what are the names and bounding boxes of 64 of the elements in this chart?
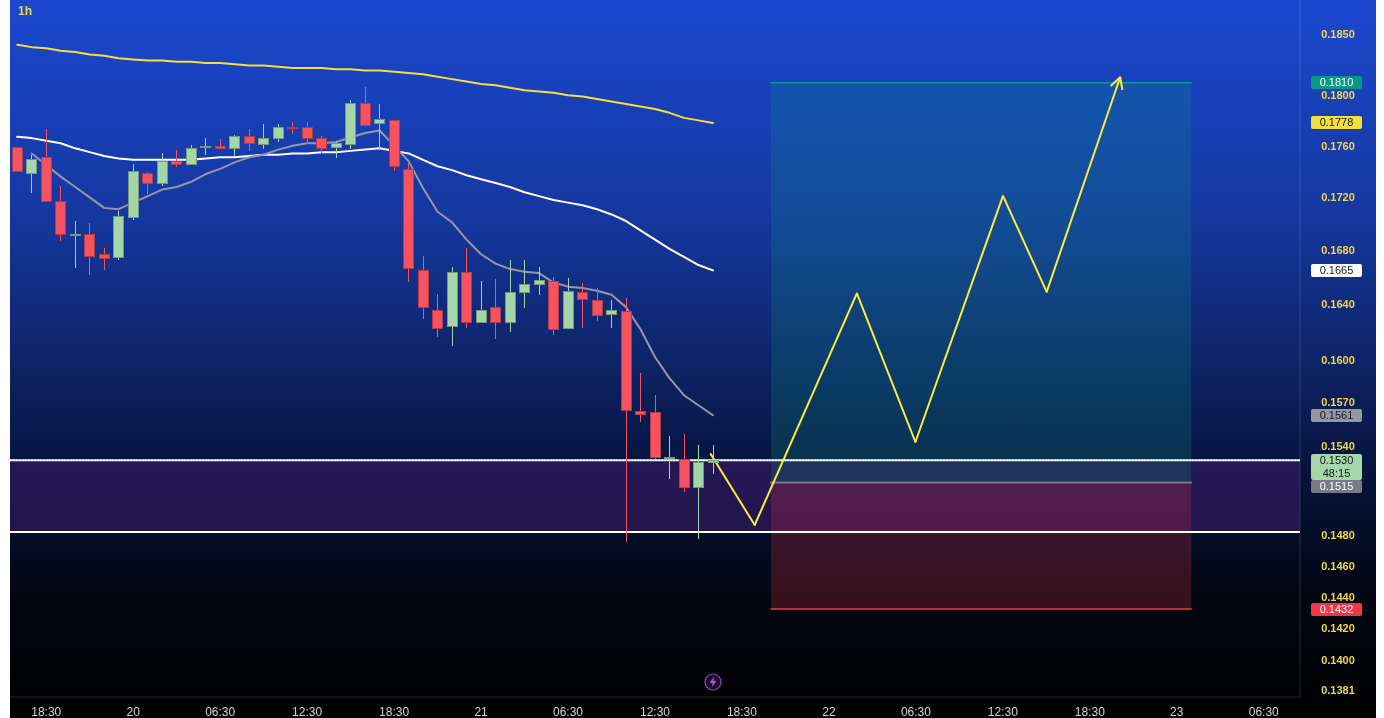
candlestick [592, 287, 603, 322]
text: 0.1515 [1311, 479, 1362, 493]
x-tick-label: 12:30 [987, 704, 1019, 718]
candlestick [374, 103, 385, 150]
text: 0.1432 [1311, 602, 1362, 616]
y-tick-label: 0.1640 [1321, 298, 1355, 311]
candlestick [635, 372, 646, 423]
text: 0.1810 [1311, 76, 1362, 90]
y-tick-label: 0.1570 [1321, 396, 1355, 409]
text: 0.1665 [1311, 263, 1362, 277]
candlestick [490, 278, 501, 340]
candlestick [476, 280, 487, 324]
candlestick [142, 171, 153, 195]
y-tick-label: 0.1800 [1321, 89, 1355, 102]
candlestick [244, 128, 255, 152]
candlestick [360, 86, 371, 128]
candlestick [26, 154, 37, 194]
x-tick-label: 22 [822, 704, 836, 718]
y-tick-label: 0.1680 [1321, 244, 1355, 257]
candlestick [157, 152, 168, 187]
candlestick [606, 299, 617, 329]
x-tick-label: 06:30 [553, 704, 584, 718]
candlestick [258, 123, 269, 150]
line-series [16, 135, 714, 272]
y-tick-label: 0.1440 [1321, 590, 1355, 603]
chart-title: 1h [18, 4, 33, 18]
candlestick [12, 147, 23, 172]
candlestick [70, 220, 81, 269]
y-tick-label: 0.1381 [1321, 684, 1355, 697]
y-tick-label: 0.1420 [1321, 621, 1355, 634]
y-tick-label: 0.1760 [1321, 139, 1355, 152]
y-tick-label: 0.1850 [1321, 27, 1355, 40]
y-tick-label: 0.1480 [1321, 528, 1355, 541]
x-tick-label: 06:30 [205, 704, 236, 718]
x-tick-label: 20 [126, 704, 141, 718]
candlestick [186, 144, 197, 165]
y-tick-label: 0.1400 [1321, 653, 1355, 666]
y-tick-label: 0.1720 [1321, 191, 1355, 204]
candlestick [84, 222, 95, 276]
x-tick-label: 23 [1170, 704, 1184, 718]
x-tick-label: 18:30 [31, 704, 62, 718]
candlestick [577, 282, 588, 329]
x-tick-label: 18:30 [379, 704, 410, 718]
candlestick [432, 293, 443, 338]
candlestick [99, 247, 110, 271]
ref-line-label: 0.1530 48:15 [1311, 453, 1362, 480]
x-tick-label: 12:30 [639, 704, 671, 718]
line-series [30, 129, 714, 417]
x-tick-label: 12:30 [292, 704, 323, 718]
text: 0.1561 [1311, 408, 1362, 422]
candlestick [229, 134, 240, 157]
y-tick-label: 0.1600 [1321, 353, 1355, 366]
x-tick-label: 06:30 [900, 704, 932, 718]
x-tick-label: 18:30 [1074, 704, 1106, 718]
y-tick-label: 0.1460 [1321, 559, 1355, 572]
y-tick-label: 0.1540 [1321, 439, 1355, 452]
candlestick [302, 121, 313, 145]
candlestick [519, 259, 530, 309]
x-tick-label: 18:30 [726, 704, 758, 718]
candlestick [534, 266, 545, 296]
x-tick-label: 06:30 [1248, 704, 1280, 718]
x-tick-label: 21 [474, 704, 489, 718]
line-series [16, 43, 714, 124]
text: 0.1778 [1311, 116, 1362, 130]
